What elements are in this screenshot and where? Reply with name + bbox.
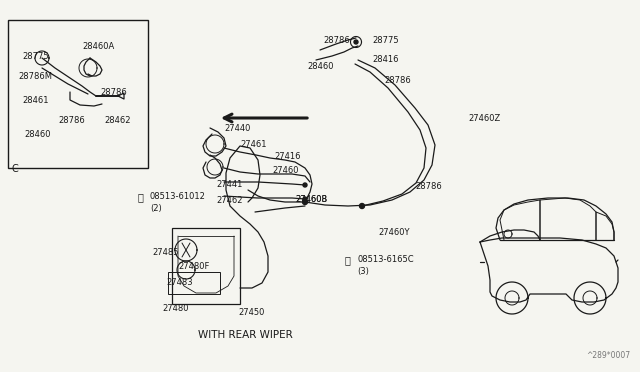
Text: 27460Y: 27460Y — [378, 228, 410, 237]
Text: 28461: 28461 — [22, 96, 49, 105]
Text: 28460: 28460 — [307, 62, 333, 71]
Text: 28460A: 28460A — [82, 42, 115, 51]
Text: 28416: 28416 — [372, 55, 399, 64]
Text: 28775: 28775 — [372, 36, 399, 45]
Text: 28786: 28786 — [323, 36, 349, 45]
Polygon shape — [360, 203, 365, 208]
Text: 27462: 27462 — [216, 196, 243, 205]
Text: 27441: 27441 — [216, 180, 243, 189]
Text: 27450: 27450 — [238, 308, 264, 317]
Text: C: C — [12, 164, 19, 174]
Polygon shape — [354, 40, 358, 44]
Text: 274608: 274608 — [295, 195, 327, 204]
Text: 28786: 28786 — [100, 88, 127, 97]
Text: 28460: 28460 — [24, 130, 51, 139]
Text: 28786: 28786 — [58, 116, 84, 125]
Text: (2): (2) — [150, 204, 162, 213]
Text: 27485: 27485 — [152, 248, 179, 257]
Polygon shape — [303, 199, 307, 205]
Text: WITH REAR WIPER: WITH REAR WIPER — [198, 330, 292, 340]
Text: 28786: 28786 — [415, 182, 442, 191]
Text: 27460Z: 27460Z — [468, 114, 500, 123]
Text: 27480F: 27480F — [178, 262, 209, 271]
Bar — [8, 20, 148, 168]
Text: 27460B: 27460B — [295, 195, 328, 204]
Polygon shape — [303, 183, 307, 187]
Bar — [168, 272, 220, 294]
Text: 27461: 27461 — [240, 140, 266, 149]
Text: 27483: 27483 — [166, 278, 193, 287]
Text: ^289*0007: ^289*0007 — [586, 351, 630, 360]
Text: 08513-61012: 08513-61012 — [150, 192, 206, 201]
Text: Ⓢ: Ⓢ — [344, 255, 350, 265]
Text: Ⓢ: Ⓢ — [137, 192, 143, 202]
Text: 27440: 27440 — [224, 124, 250, 133]
Text: 28786M: 28786M — [18, 72, 52, 81]
Bar — [172, 228, 240, 304]
Text: 28462: 28462 — [104, 116, 131, 125]
Text: 27460: 27460 — [272, 166, 298, 175]
Text: 27416: 27416 — [274, 152, 301, 161]
Text: 28786: 28786 — [384, 76, 411, 85]
Polygon shape — [303, 197, 307, 201]
Text: 08513-6165C: 08513-6165C — [357, 255, 413, 264]
Text: 27480: 27480 — [162, 304, 189, 313]
Text: (3): (3) — [357, 267, 369, 276]
Text: 28775: 28775 — [22, 52, 49, 61]
